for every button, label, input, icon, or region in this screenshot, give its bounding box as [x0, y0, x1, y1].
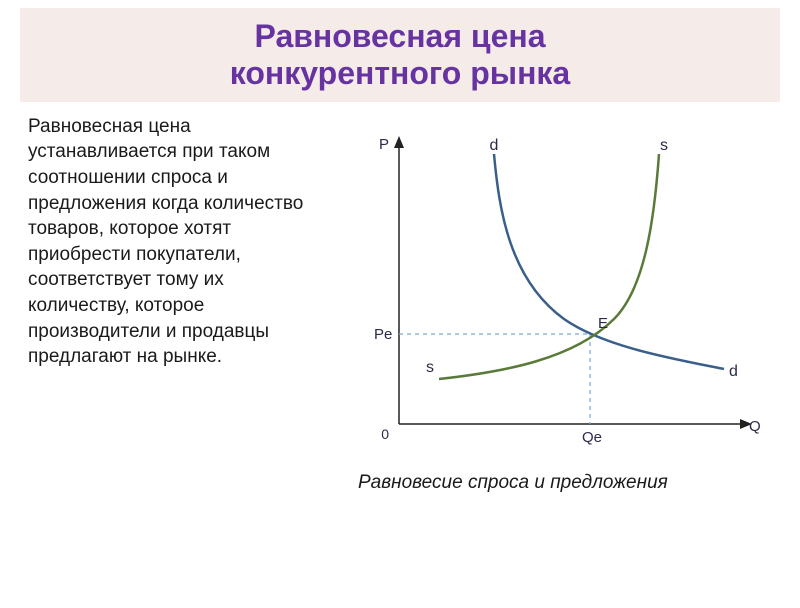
- demand-label-top: d: [490, 137, 499, 154]
- demand-label-end: d: [729, 363, 738, 380]
- pe-label: Pe: [374, 326, 392, 343]
- chart-column: P Q 0 d d s s E Pe Qe Равновесие спроса …: [328, 114, 780, 494]
- body-text-column: Равновесная цена устанавливается при так…: [28, 114, 328, 494]
- demand-curve: [494, 154, 724, 369]
- supply-label-start: s: [426, 359, 434, 376]
- origin-label: 0: [381, 426, 389, 442]
- chart-caption: Равновесие спроса и предложения: [328, 472, 780, 494]
- title-line-1: Равновесная цена: [255, 18, 546, 54]
- equilibrium-label: E: [598, 315, 608, 332]
- content-row: Равновесная цена устанавливается при так…: [0, 102, 800, 494]
- supply-curve: [439, 154, 659, 379]
- y-axis-label: P: [379, 136, 389, 153]
- title-banner: Равновесная цена конкурентного рынка: [20, 8, 780, 102]
- supply-demand-chart: P Q 0 d d s s E Pe Qe: [344, 124, 764, 464]
- y-axis-arrow: [394, 136, 404, 148]
- qe-label: Qe: [582, 429, 602, 446]
- x-axis-label: Q: [749, 418, 761, 435]
- body-paragraph: Равновесная цена устанавливается при так…: [28, 114, 318, 370]
- page-title: Равновесная цена конкурентного рынка: [40, 18, 760, 92]
- title-line-2: конкурентного рынка: [230, 55, 570, 91]
- supply-label-top: s: [660, 137, 668, 154]
